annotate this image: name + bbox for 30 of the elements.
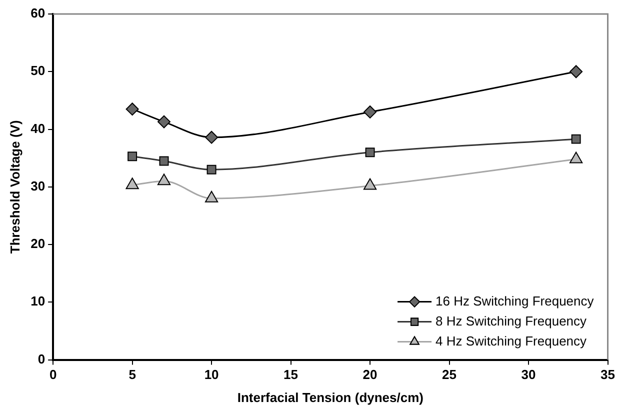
- x-tick-label: 5: [128, 367, 136, 382]
- x-tick-label: 20: [362, 367, 378, 382]
- point: [570, 152, 583, 164]
- point: [570, 65, 583, 78]
- legend-label: 16 Hz Switching Frequency: [436, 293, 594, 308]
- x-tick-label: 30: [521, 367, 536, 382]
- y-tick-label: 50: [30, 63, 46, 78]
- legend-label: 4 Hz Switching Frequency: [436, 333, 588, 348]
- y-tick-label: 40: [30, 120, 46, 136]
- y-tick-label: 0: [38, 351, 46, 366]
- point: [363, 178, 377, 190]
- legend-label: 8 Hz Switching Frequency: [436, 313, 588, 328]
- y-axis-title: Threshold Voltage (V): [7, 120, 22, 254]
- y-tick-label: 20: [30, 236, 46, 252]
- x-tick-label: 35: [600, 367, 616, 382]
- x-tick-label: 15: [284, 367, 298, 382]
- x-tick-label: 10: [204, 367, 219, 382]
- y-tick-label: 10: [30, 294, 46, 309]
- x-tick-label: 0: [49, 367, 57, 382]
- point: [157, 174, 171, 186]
- x-tick-label: 25: [442, 367, 457, 382]
- point: [158, 115, 170, 128]
- point: [126, 102, 139, 116]
- point: [126, 178, 139, 190]
- y-tick-label: 60: [30, 6, 46, 21]
- x-axis-title: Interfacial Tension (dynes/cm): [237, 390, 424, 405]
- point: [364, 105, 377, 118]
- y-tick-label: 30: [30, 178, 46, 194]
- point: [205, 130, 218, 144]
- point: [204, 190, 218, 202]
